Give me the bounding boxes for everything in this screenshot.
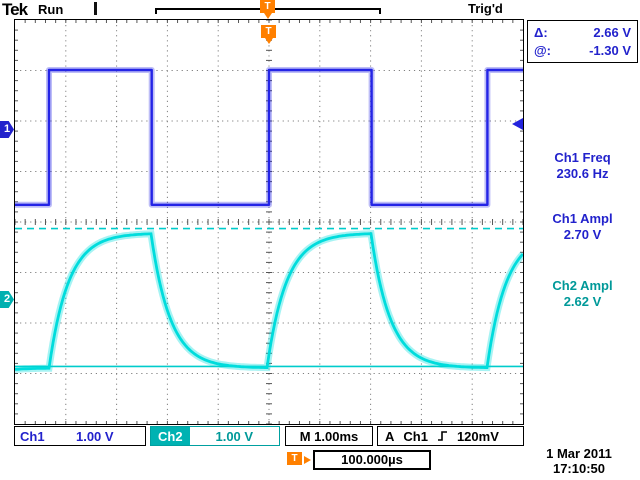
measurement-label: Ch1 Ampl [552,211,613,226]
measurement-value: 2.62 V [563,294,602,309]
trigger-t-icon: T [261,25,276,38]
measurement-ch2-ampl: Ch2 Ampl 2.62 V [527,278,638,310]
brand-logo: Tek [2,0,28,19]
cursor-readout: Δ: 2.66 V @: -1.30 V [527,20,638,63]
cursor-at-row: @: -1.30 V [534,43,631,58]
delay-t-icon: T [287,452,302,465]
timebase-readout: M 1.00ms [285,426,373,446]
datetime: 1 Mar 2011 17:10:50 [524,446,634,476]
cursor-at-label: @: [534,43,552,58]
cursor-at-value: -1.30 V [589,43,631,58]
header-divider [94,2,97,15]
graticule: T [14,19,524,425]
arrow-right-icon [304,456,311,464]
trigger-readout: A Ch1 120mV [377,426,524,446]
cursor-delta-row: Δ: 2.66 V [534,25,631,40]
date-value: 1 Mar 2011 [546,446,612,461]
waveform-display [15,20,523,424]
measurement-value: 230.6 Hz [556,166,609,181]
rising-edge-icon [437,431,447,441]
measurement-label: Ch2 Ampl [552,278,613,293]
trigger-point-marker: T [261,25,276,44]
ch1-ground-marker: 1 [0,121,14,138]
ch2-scale-value: 1.00 V [215,428,254,444]
trigger-level-value: 120mV [456,428,499,444]
cursor-delta-value: 2.66 V [593,25,631,40]
measurement-value: 2.70 V [563,227,602,242]
measurement-label: Ch1 Freq [554,150,611,165]
arrow-down-icon [263,13,272,19]
ch2-scale-readout: Ch2 1.00 V [150,426,280,446]
measurement-ch1-freq: Ch1 Freq 230.6 Hz [527,150,638,182]
ch2-ground-marker: 2 [0,291,14,308]
trigger-t-icon: T [260,0,275,13]
trigger-level-arrow-icon [512,118,523,130]
cursor-delta-label: Δ: [534,25,548,40]
ch1-label: Ch1 [20,428,45,444]
acquisition-status: Run [38,2,64,17]
arrow-down-icon [264,38,273,44]
trigger-position-marker: T [260,0,275,19]
trigger-status: Trig'd [468,1,503,16]
measurement-ch1-ampl: Ch1 Ampl 2.70 V [527,211,638,243]
ch1-scale-value: 1.00 V [75,428,114,444]
ch1-scale-readout: Ch1 1.00 V [14,426,146,446]
ch2-label: Ch2 [151,427,190,445]
trigger-source: Ch1 [403,428,428,444]
delay-value-readout: 100.000µs [313,450,431,470]
trigger-mode: A [385,428,395,444]
time-value: 17:10:50 [552,461,606,476]
